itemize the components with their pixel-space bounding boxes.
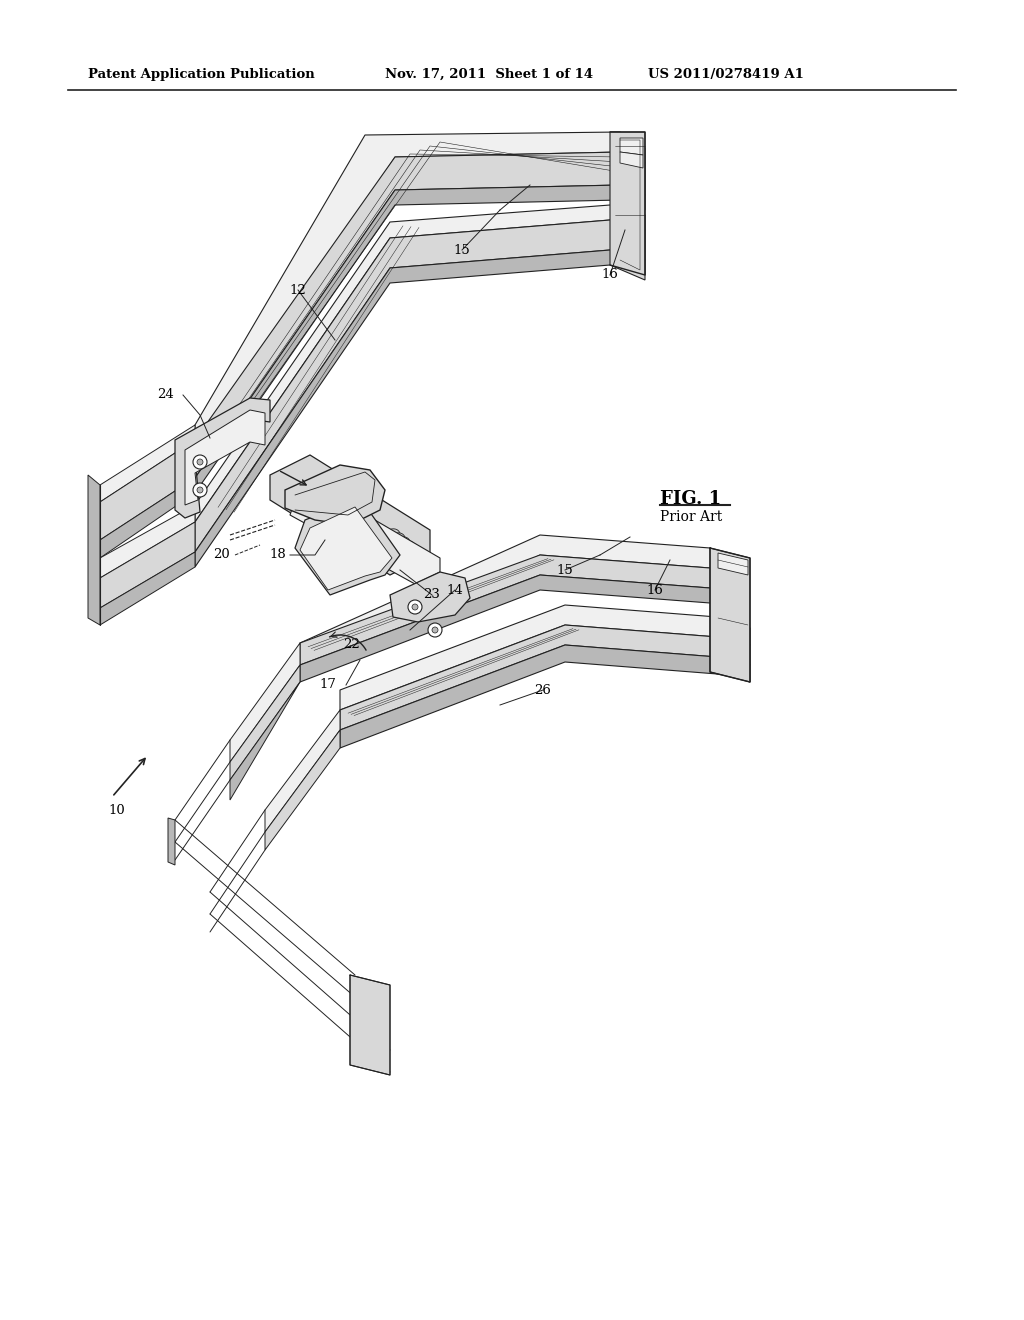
Text: FIG. 1: FIG. 1	[660, 490, 721, 508]
Text: 22: 22	[344, 639, 360, 652]
Polygon shape	[290, 488, 440, 583]
Text: 15: 15	[454, 243, 470, 256]
Ellipse shape	[380, 529, 400, 552]
Polygon shape	[88, 475, 100, 624]
Polygon shape	[340, 605, 750, 710]
Polygon shape	[340, 645, 750, 748]
Text: 16: 16	[646, 583, 664, 597]
Polygon shape	[265, 730, 340, 850]
Polygon shape	[195, 205, 645, 521]
Ellipse shape	[394, 541, 416, 564]
Circle shape	[193, 483, 207, 498]
Ellipse shape	[389, 537, 411, 560]
Circle shape	[193, 455, 207, 469]
Polygon shape	[610, 132, 645, 280]
Polygon shape	[195, 220, 645, 552]
Polygon shape	[718, 553, 748, 576]
Circle shape	[432, 627, 438, 634]
Text: 15: 15	[557, 564, 573, 577]
Circle shape	[412, 605, 418, 610]
Polygon shape	[195, 152, 645, 478]
Polygon shape	[350, 975, 390, 1074]
Text: 12: 12	[290, 284, 306, 297]
Text: Prior Art: Prior Art	[660, 510, 722, 524]
Polygon shape	[390, 572, 470, 622]
Text: 20: 20	[214, 549, 230, 561]
Text: 17: 17	[319, 678, 337, 692]
Polygon shape	[100, 552, 195, 624]
Polygon shape	[620, 139, 643, 154]
Polygon shape	[285, 465, 385, 525]
Text: 16: 16	[601, 268, 618, 281]
Polygon shape	[230, 643, 300, 762]
Polygon shape	[100, 506, 195, 578]
Text: 23: 23	[424, 589, 440, 602]
Text: 24: 24	[157, 388, 173, 401]
Polygon shape	[100, 440, 195, 540]
Text: US 2011/0278419 A1: US 2011/0278419 A1	[648, 69, 804, 81]
Polygon shape	[300, 554, 730, 665]
Circle shape	[408, 601, 422, 614]
Circle shape	[197, 459, 203, 465]
Text: Patent Application Publication: Patent Application Publication	[88, 69, 314, 81]
Polygon shape	[300, 535, 730, 665]
Polygon shape	[230, 682, 300, 800]
Text: 18: 18	[269, 549, 287, 561]
Polygon shape	[270, 455, 430, 576]
Polygon shape	[340, 624, 750, 730]
Polygon shape	[195, 185, 645, 492]
Text: 26: 26	[535, 684, 552, 697]
Polygon shape	[100, 425, 195, 502]
Polygon shape	[300, 576, 730, 682]
Polygon shape	[710, 548, 750, 682]
Polygon shape	[175, 399, 270, 517]
Text: 10: 10	[108, 804, 125, 817]
Polygon shape	[195, 132, 645, 440]
Polygon shape	[195, 249, 645, 568]
Polygon shape	[265, 710, 340, 832]
Polygon shape	[300, 507, 392, 590]
Text: 14: 14	[446, 583, 464, 597]
Polygon shape	[168, 818, 175, 865]
Polygon shape	[295, 498, 400, 595]
Polygon shape	[100, 521, 195, 609]
Polygon shape	[620, 152, 643, 168]
Polygon shape	[185, 411, 265, 506]
Ellipse shape	[384, 533, 406, 556]
Polygon shape	[100, 478, 195, 558]
Circle shape	[428, 623, 442, 638]
Circle shape	[197, 487, 203, 492]
Polygon shape	[230, 665, 300, 780]
Text: Nov. 17, 2011  Sheet 1 of 14: Nov. 17, 2011 Sheet 1 of 14	[385, 69, 593, 81]
